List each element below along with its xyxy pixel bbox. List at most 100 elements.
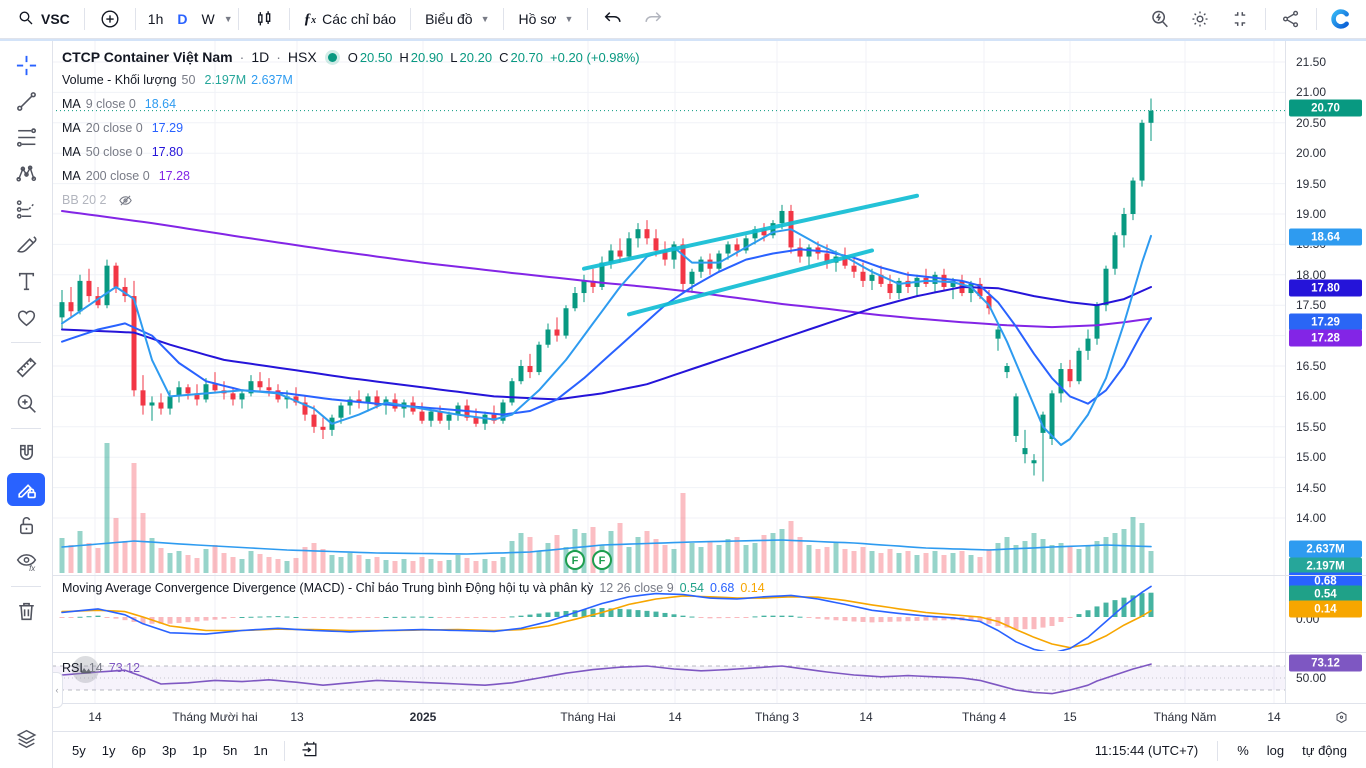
- divider: [410, 8, 412, 30]
- percent-scale-button[interactable]: %: [1237, 743, 1249, 758]
- divider: [587, 8, 589, 30]
- log-scale-button[interactable]: log: [1266, 743, 1285, 758]
- rsi-legend[interactable]: RSI 14 73.12: [62, 661, 141, 675]
- crosshair-icon[interactable]: [7, 49, 45, 82]
- svg-text:fx: fx: [29, 564, 36, 573]
- bb-indicator-row[interactable]: BB 20 2: [62, 188, 640, 212]
- bottom-toolbar: 5y 1y 6p 3p 1p 5n 1n 11:15:44 (UTC+7) % log tự…: [52, 731, 1366, 768]
- range-button-1y[interactable]: 1y: [101, 743, 116, 758]
- clock[interactable]: 11:15:44 (UTC+7): [1094, 743, 1199, 758]
- divider: [1265, 8, 1266, 30]
- add-symbol-button[interactable]: [90, 5, 130, 33]
- pane-action-button[interactable]: [72, 656, 99, 683]
- sidebar-collapse-handle[interactable]: ‹: [52, 672, 63, 708]
- range-button-1n[interactable]: 1n: [253, 743, 268, 758]
- interval-group: 1h D W: [141, 5, 222, 33]
- range-button-1p[interactable]: 1p: [192, 743, 207, 758]
- symbol-label: VSC: [41, 11, 70, 27]
- share-button[interactable]: [1271, 5, 1311, 33]
- indicators-button[interactable]: ƒx Các chỉ báo: [295, 5, 405, 33]
- ruler-icon[interactable]: [7, 351, 45, 384]
- settings-button[interactable]: [1180, 5, 1220, 33]
- ma-indicator-row[interactable]: MA 20 close 0 17.29: [62, 121, 184, 135]
- range-button-6p[interactable]: 6p: [131, 743, 146, 758]
- top-toolbar: VSC 1h D W ▼ ƒx Các chỉ báo Biểu đồ ▼ Hồ s…: [0, 0, 1366, 39]
- macd-legend[interactable]: Moving Average Convergence Divergence (M…: [62, 581, 765, 595]
- chart-type-button[interactable]: [244, 5, 284, 33]
- time-tick: 14: [859, 710, 873, 724]
- volume-indicator-row[interactable]: Volume - Khối lượng 50 2.197M 2.637M: [62, 73, 293, 87]
- price-tick: 17.50: [1296, 298, 1327, 312]
- price-badge: 0.68: [1289, 572, 1362, 590]
- object-tree-icon[interactable]: [7, 723, 45, 756]
- axis-settings-icon[interactable]: [1333, 709, 1350, 731]
- auto-scale-button[interactable]: tự động: [1302, 743, 1347, 758]
- chevron-down-icon: ▼: [564, 14, 574, 24]
- divider: [1217, 740, 1219, 761]
- settings-gear-icon: [1189, 8, 1211, 30]
- emoji-icon[interactable]: [7, 301, 45, 334]
- interval-button-1h[interactable]: 1h: [147, 11, 164, 27]
- time-tick: 14: [1267, 710, 1281, 724]
- xabcd-pattern-icon[interactable]: [7, 157, 45, 190]
- divider: [283, 740, 285, 761]
- indicators-label: Các chỉ báo: [322, 11, 397, 27]
- search-icon: [17, 9, 35, 30]
- price-tick: 50.00: [1296, 671, 1327, 685]
- layout-menu-button[interactable]: Biểu đồ ▼: [416, 5, 498, 33]
- interval-button-W[interactable]: W: [201, 11, 215, 27]
- range-button-3p[interactable]: 3p: [161, 743, 177, 758]
- divider: [134, 8, 136, 30]
- price-tick: 19.50: [1296, 177, 1327, 191]
- fullscreen-button[interactable]: [1220, 5, 1260, 33]
- ma-indicator-row[interactable]: MA 200 close 0 17.28: [62, 169, 190, 183]
- chevron-down-icon[interactable]: ▼: [223, 14, 233, 24]
- time-axis[interactable]: 14 Tháng Mười hai 13 2025 Tháng Hai 14 Tháng 3…: [52, 703, 1366, 732]
- trash-icon[interactable]: [7, 595, 45, 628]
- fib-retracement-icon[interactable]: [7, 121, 45, 154]
- time-tick: Tháng Mười hai: [172, 710, 258, 724]
- time-tick: Tháng Năm: [1153, 710, 1217, 724]
- price-badge: 18.64: [1289, 228, 1362, 246]
- ma-indicator-row[interactable]: MA 50 close 0 17.80: [62, 145, 184, 159]
- magnet-icon[interactable]: [7, 437, 45, 470]
- price-axis[interactable]: 21.5021.0020.5020.0019.5019.0018.5018.00…: [1285, 41, 1366, 703]
- profile-label: Hồ sơ: [518, 11, 557, 27]
- zoom-in-icon[interactable]: [7, 387, 45, 420]
- unlock-icon[interactable]: [7, 509, 45, 542]
- quick-search-button[interactable]: [1140, 5, 1180, 33]
- range-button-5y[interactable]: 5y: [72, 743, 86, 758]
- text-icon[interactable]: [7, 265, 45, 298]
- broker-logo[interactable]: [1322, 5, 1358, 33]
- drawing-lock-icon[interactable]: [7, 473, 45, 506]
- divider: [503, 8, 505, 30]
- price-badge: 17.28: [1289, 329, 1362, 347]
- time-tick: 15: [1063, 710, 1077, 724]
- redo-button[interactable]: [633, 5, 673, 33]
- brush-icon[interactable]: [7, 229, 45, 262]
- go-to-date-button[interactable]: [293, 735, 327, 766]
- ma-rows: MA 9 close 0 18.64 MA 20 close 0 17.29 MA 50 cl…: [62, 92, 640, 188]
- price-tick: 21.50: [1296, 55, 1327, 69]
- interval-button-D[interactable]: D: [177, 11, 188, 27]
- chart-legend: CTCP Container Việt Nam · 1D · HSX O 20.5…: [62, 46, 640, 212]
- pane-separator[interactable]: [52, 575, 1366, 576]
- undo-button[interactable]: [593, 5, 633, 33]
- trend-line-icon[interactable]: [7, 85, 45, 118]
- symbol-title[interactable]: CTCP Container Việt Nam: [62, 49, 233, 65]
- ma-indicator-row[interactable]: MA 9 close 0 18.64: [62, 97, 177, 111]
- quick-search-icon: [1149, 8, 1171, 30]
- redo-icon: [642, 8, 664, 30]
- profile-menu-button[interactable]: Hồ sơ ▼: [509, 5, 582, 33]
- forecast-icon[interactable]: [7, 193, 45, 226]
- volume-ma-value: 2.637M: [251, 73, 293, 87]
- undo-icon: [602, 8, 624, 30]
- hide-drawings-icon[interactable]: fx: [7, 545, 45, 578]
- range-button-5n[interactable]: 5n: [222, 743, 238, 758]
- symbol-search-button[interactable]: VSC: [8, 5, 79, 33]
- divider: [11, 428, 41, 429]
- pane-separator[interactable]: [52, 652, 1366, 653]
- eye-off-icon[interactable]: [117, 192, 134, 209]
